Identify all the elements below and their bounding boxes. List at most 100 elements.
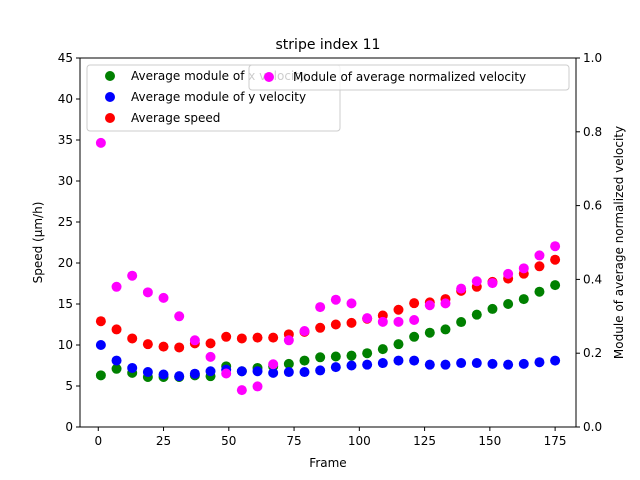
data-point-series-2 (346, 317, 357, 328)
data-point-series-1 (503, 359, 514, 370)
legend-label-y-velocity: Average module of y velocity (131, 90, 306, 104)
data-point-series-0 (471, 309, 482, 320)
x-tick-label: 25 (156, 434, 171, 448)
data-point-series-0 (456, 317, 467, 328)
data-point-series-3 (142, 287, 153, 298)
data-point-series-1 (534, 357, 545, 368)
data-point-series-0 (503, 299, 514, 309)
data-point-series-2 (393, 304, 404, 315)
data-point-series-1 (174, 371, 185, 382)
data-point-series-0 (393, 339, 404, 350)
data-point-series-0 (299, 355, 310, 366)
data-point-series-2 (550, 254, 561, 265)
data-point-series-1 (330, 362, 341, 373)
x-tick-label: 150 (478, 434, 501, 448)
data-point-series-3 (456, 283, 467, 294)
data-point-series-3 (315, 302, 326, 313)
data-point-series-2 (534, 261, 545, 272)
y-axis-right: 0.0 0.2 0.4 0.6 0.8 1.0 (576, 51, 602, 434)
y-tick-label: 25 (58, 215, 73, 229)
data-point-series-0 (315, 352, 326, 363)
y-axis-left: 0 5 10 15 20 25 30 35 40 45 (58, 51, 80, 434)
y2-axis-label: Module of average normalized velocity (612, 126, 626, 359)
chart-title: stripe index 11 (276, 37, 381, 53)
data-point-series-1 (205, 366, 216, 377)
data-point-series-3 (346, 298, 357, 309)
y-tick-label: 35 (58, 133, 73, 147)
data-point-series-3 (550, 241, 561, 252)
y2-tick-label: 1.0 (583, 51, 602, 65)
x-tick-label: 100 (348, 434, 371, 448)
data-point-series-1 (346, 360, 357, 371)
data-point-series-1 (377, 358, 388, 369)
y-tick-label: 5 (65, 379, 73, 393)
x-tick-label: 75 (286, 434, 301, 448)
data-point-series-3 (268, 359, 279, 370)
legend-right-frame (248, 64, 570, 91)
data-point-series-3 (174, 311, 185, 322)
legend-label-speed: Average speed (131, 111, 220, 125)
legend-label-normalized-velocity: Module of average normalized velocity (293, 70, 526, 84)
data-point-series-3 (471, 276, 482, 287)
data-point-series-3 (440, 298, 451, 309)
data-point-series-3 (503, 268, 514, 279)
data-point-series-3 (424, 300, 435, 311)
data-point-series-3 (518, 263, 529, 274)
data-point-series-2 (95, 316, 106, 327)
data-point-series-0 (534, 286, 545, 297)
data-point-series-3 (221, 368, 232, 379)
data-point-series-3 (330, 294, 341, 305)
data-point-series-1 (550, 355, 561, 366)
data-point-series-1 (471, 358, 482, 369)
data-point-series-3 (362, 313, 373, 324)
data-point-series-1 (409, 355, 420, 366)
data-point-series-3 (158, 292, 169, 303)
data-point-series-1 (487, 358, 498, 369)
data-point-series-2 (142, 339, 153, 350)
y2-tick-label: 0.0 (583, 420, 602, 434)
data-point-series-0 (283, 358, 294, 369)
plot-frame (79, 57, 577, 428)
y2-tick-label: 0.8 (583, 125, 602, 139)
data-point-series-3 (283, 335, 294, 346)
data-point-series-2 (111, 324, 122, 335)
data-point-series-3 (236, 385, 247, 396)
data-point-series-1 (299, 367, 310, 378)
data-point-series-0 (362, 348, 373, 359)
data-point-series-0 (550, 280, 561, 291)
data-point-series-0 (346, 350, 357, 361)
data-point-series-1 (252, 366, 263, 377)
data-point-series-1 (456, 358, 467, 369)
data-point-series-3 (252, 381, 263, 392)
y2-tick-label: 0.2 (583, 346, 602, 360)
data-point-series-2 (236, 333, 247, 344)
y-tick-label: 20 (58, 256, 73, 270)
data-point-series-2 (158, 341, 169, 352)
data-point-series-3 (487, 278, 498, 289)
data-points (95, 137, 561, 396)
y-tick-label: 10 (58, 338, 73, 352)
y-axis-label: Speed (μm/h) (31, 202, 45, 284)
data-point-series-1 (315, 365, 326, 376)
data-point-series-3 (111, 281, 122, 292)
data-point-series-3 (299, 326, 310, 337)
data-point-series-2 (268, 332, 279, 343)
x-axis-label: Frame (309, 456, 346, 470)
x-axis: 0 25 50 75 100 125 150 175 (94, 427, 567, 448)
data-point-series-0 (440, 324, 451, 335)
data-point-series-0 (95, 370, 106, 381)
data-point-series-0 (111, 363, 122, 374)
legend-right: Module of average normalized velocity (248, 64, 570, 91)
data-point-series-0 (424, 327, 435, 338)
data-point-series-3 (95, 137, 106, 148)
data-point-series-3 (377, 316, 388, 327)
data-point-series-3 (189, 335, 200, 346)
data-point-series-2 (205, 338, 216, 349)
data-point-series-1 (158, 369, 169, 380)
data-point-series-2 (174, 342, 185, 353)
x-tick-label: 0 (94, 434, 102, 448)
y-tick-label: 40 (58, 92, 73, 106)
x-tick-label: 125 (413, 434, 436, 448)
y-tick-label: 15 (58, 297, 73, 311)
data-point-series-1 (95, 340, 106, 350)
